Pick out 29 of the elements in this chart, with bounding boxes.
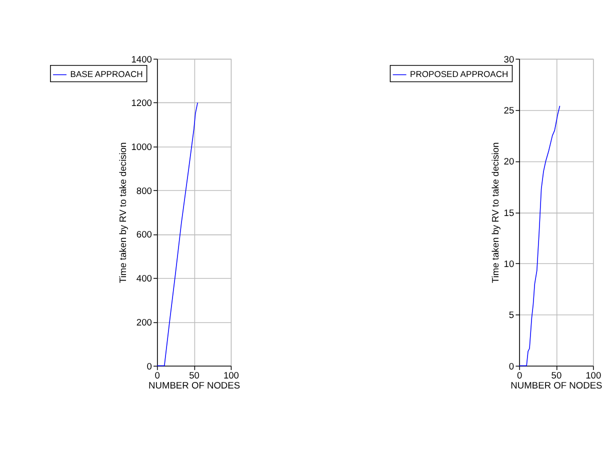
y-tick-label: 25 [504,105,514,116]
x-axis-title: NUMBER OF NODES [148,380,240,391]
y-tick-label: 20 [504,156,514,167]
y-tick-label: 0 [508,361,514,372]
y-tick-label: 10 [504,258,514,269]
x-axis-title: NUMBER OF NODES [510,380,602,391]
y-tick-label: 1400 [131,54,152,64]
x-tick-label: 50 [189,370,200,381]
x-tick-label: 0 [154,370,160,381]
y-tick-label: 1000 [131,142,152,152]
y-tick-label: 800 [136,186,152,196]
line-series [518,105,560,366]
x-tick-label: 0 [516,370,522,381]
y-tick-label: 1200 [131,98,152,108]
y-axis-title: Time taken by RV to take decision [490,142,500,284]
y-axis-title: Time taken by RV to take decision [118,142,128,284]
y-tick-label: 5 [508,310,514,320]
y-tick-label: 600 [136,230,152,240]
y-tick-label: 0 [146,361,152,372]
line-series [156,102,198,366]
y-tick-label: 30 [504,54,514,64]
legend-label: PROPOSED APPROACH [410,69,508,80]
y-tick-label: 15 [504,208,514,218]
x-tick-label: 100 [586,370,602,381]
legend-label: BASE APPROACH [70,69,143,80]
y-tick-label: 200 [136,317,152,328]
x-tick-label: 100 [223,370,239,381]
x-tick-label: 50 [551,370,562,381]
y-tick-label: 400 [136,274,152,284]
